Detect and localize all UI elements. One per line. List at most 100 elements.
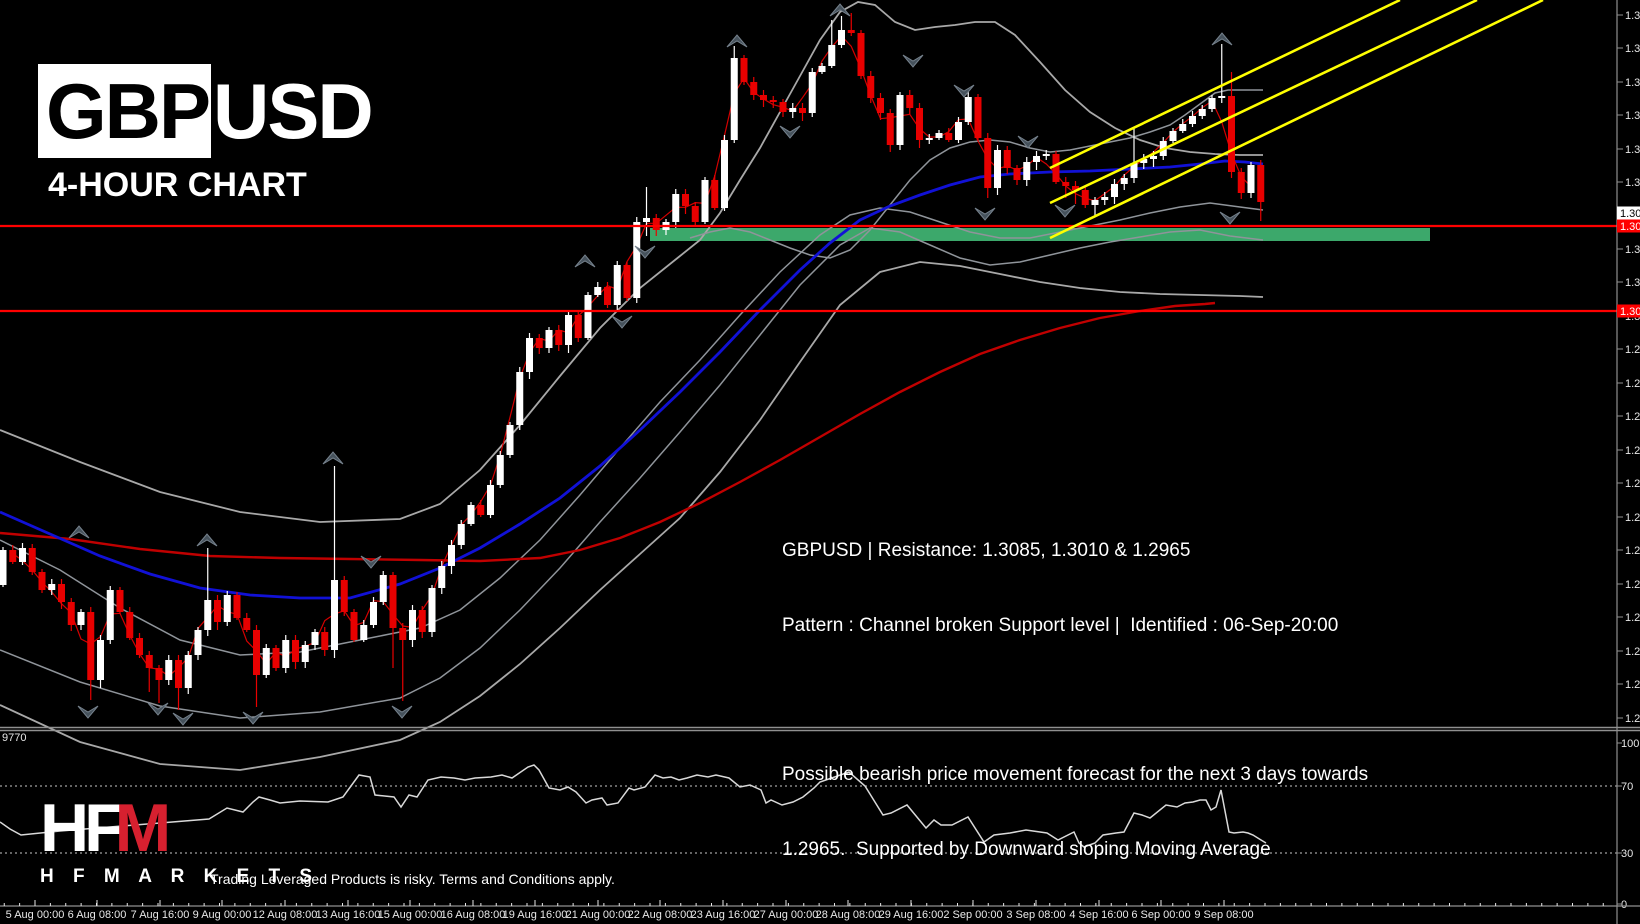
time-axis-label: 6 Aug 08:00 — [68, 909, 127, 921]
price-axis-label: 1.3120 — [1625, 177, 1640, 189]
time-axis-label: 9 Sep 08:00 — [1194, 909, 1253, 921]
rsi-corner-label: 9770 — [2, 732, 26, 744]
analysis-annotation: GBPUSD | Resistance: 1.3085, 1.3010 & 1.… — [782, 488, 1368, 912]
bollinger-inner-lower-band — [0, 227, 1264, 719]
pair-title: GBP USD — [38, 64, 374, 158]
time-axis-label: 19 Aug 16:00 — [503, 909, 568, 921]
price-axis-label: 1.2760 — [1625, 579, 1640, 591]
pair-title-base: GBP — [38, 64, 211, 158]
time-axis-label: 27 Aug 00:00 — [754, 909, 819, 921]
price-axis-label: 1.3270 — [1625, 10, 1640, 22]
price-axis-label: 1.3060 — [1625, 244, 1640, 256]
fractal-up-arrow-icon — [829, 3, 851, 17]
price-marker-value: 1.3090 — [1620, 208, 1640, 220]
fractal-down-arrow-icon — [391, 705, 413, 719]
price-axis-label: 1.3210 — [1625, 77, 1640, 89]
bollinger-outer-lower-band — [0, 261, 1264, 771]
price-axis-label: 1.2910 — [1625, 411, 1640, 423]
price-axis-label: 1.2850 — [1625, 478, 1640, 490]
fractal-down-arrow-icon — [77, 705, 99, 719]
time-axis-label: 22 Aug 08:00 — [628, 909, 693, 921]
time-axis-label: 3 Sep 08:00 — [1006, 909, 1065, 921]
fractal-down-arrow-icon — [611, 315, 633, 329]
price-axis-label: 1.2940 — [1625, 378, 1640, 390]
annotation-forecast-line2: 1.2965. Supported by Downward sloping Mo… — [782, 839, 1271, 860]
rsi-level-label: 70 — [1621, 781, 1633, 793]
hfm-logo: HFM H F M A R K E T S — [40, 794, 320, 888]
rsi-level-label: 30 — [1621, 848, 1633, 860]
time-axis-label: 2 Sep 00:00 — [943, 909, 1002, 921]
timeframe-label: 4-HOUR CHART — [48, 166, 307, 204]
price-marker-value: 1.3010 — [1620, 306, 1640, 318]
channel-trendline — [1049, 0, 1544, 240]
fractal-up-arrow-icon — [574, 254, 596, 268]
time-axis-label: 6 Sep 00:00 — [1131, 909, 1190, 921]
pair-title-quote: USD — [213, 67, 374, 155]
fractal-down-arrow-icon — [172, 712, 194, 726]
candles-layer — [0, 13, 1265, 710]
fractal-down-arrow-icon — [1054, 204, 1076, 218]
hfm-logo-m: M — [114, 790, 172, 866]
price-axis-label: 1.2880 — [1625, 445, 1640, 457]
fractal-up-arrow-icon — [68, 525, 90, 539]
fractal-down-arrow-icon — [902, 54, 924, 68]
price-axis-label: 1.2640 — [1625, 713, 1640, 725]
risk-disclaimer: Trading Leveraged Products is risky. Ter… — [210, 871, 615, 887]
fractal-down-arrow-icon — [1017, 135, 1039, 149]
bollinger-middle-band — [0, 202, 1264, 656]
price-marker-box — [1617, 304, 1640, 318]
channel-trendline — [1049, 0, 1478, 205]
time-axis-label: 29 Aug 16:00 — [879, 909, 944, 921]
blue-moving-average — [0, 159, 1264, 600]
fractal-down-arrow-icon — [360, 555, 382, 569]
time-axis-label: 23 Aug 16:00 — [691, 909, 756, 921]
fractal-down-arrow-icon — [974, 207, 996, 221]
fractal-down-arrow-icon — [147, 702, 169, 716]
rsi-line — [0, 764, 1267, 848]
price-axis-label: 1.2970 — [1625, 344, 1640, 356]
time-axis-label: 15 Aug 00:00 — [378, 909, 443, 921]
slow-red-moving-average — [0, 301, 1216, 563]
fractal-down-arrow-icon — [634, 245, 656, 259]
price-axis-label: 1.2730 — [1625, 612, 1640, 624]
price-marker-box — [1617, 219, 1640, 233]
annotation-forecast-line1: Possible bearish price movement forecast… — [782, 764, 1369, 785]
fractal-down-arrow-icon — [1219, 211, 1241, 225]
time-axis-label: 13 Aug 16:00 — [316, 909, 381, 921]
price-marker-box — [1617, 206, 1640, 220]
fractal-up-arrow-icon — [322, 451, 344, 465]
time-axis-label: 5 Aug 00:00 — [6, 909, 65, 921]
price-axis-label: 1.2790 — [1625, 545, 1640, 557]
fractal-up-arrow-icon — [726, 34, 748, 48]
price-axis-label: 1.2820 — [1625, 512, 1640, 524]
annotation-pattern-line: Pattern : Channel broken Support level |… — [782, 615, 1339, 636]
price-axis-label: 1.2700 — [1625, 646, 1640, 658]
fractal-down-arrow-icon — [779, 125, 801, 139]
time-axis-label: 4 Sep 16:00 — [1069, 909, 1128, 921]
time-axis-label: 12 Aug 08:00 — [253, 909, 318, 921]
fractal-up-arrow-icon — [1211, 32, 1233, 46]
hfm-logo-hf: HF — [40, 790, 126, 866]
price-axis-label: 1.3240 — [1625, 43, 1640, 55]
price-axis-label: 1.2670 — [1625, 679, 1640, 691]
price-axis-label: 1.3150 — [1625, 144, 1640, 156]
fractal-up-arrow-icon — [196, 533, 218, 547]
bollinger-outer-upper-band — [0, 1, 1263, 523]
fractal-down-arrow-icon — [242, 711, 264, 725]
price-axis-label: 1.3180 — [1625, 110, 1640, 122]
fractal-down-arrow-icon — [953, 84, 975, 98]
time-axis-label: 7 Aug 16:00 — [131, 909, 190, 921]
price-marker-value: 1.3085 — [1620, 221, 1640, 233]
time-axis-label: 16 Aug 08:00 — [441, 909, 506, 921]
rsi-level-label: 100 — [1621, 738, 1639, 750]
price-axis-label: 1.3030 — [1625, 277, 1640, 289]
time-axis-label: 28 Aug 08:00 — [816, 909, 881, 921]
time-axis-label: 9 Aug 00:00 — [193, 909, 252, 921]
time-axis-label: 21 Aug 00:00 — [566, 909, 631, 921]
hfm-logo-caption: H F M A R K E T S — [40, 866, 320, 887]
annotation-gap — [782, 688, 1368, 712]
rsi-level-label: 0 — [1621, 899, 1627, 911]
hfm-logo-mark: HFM — [40, 794, 319, 862]
